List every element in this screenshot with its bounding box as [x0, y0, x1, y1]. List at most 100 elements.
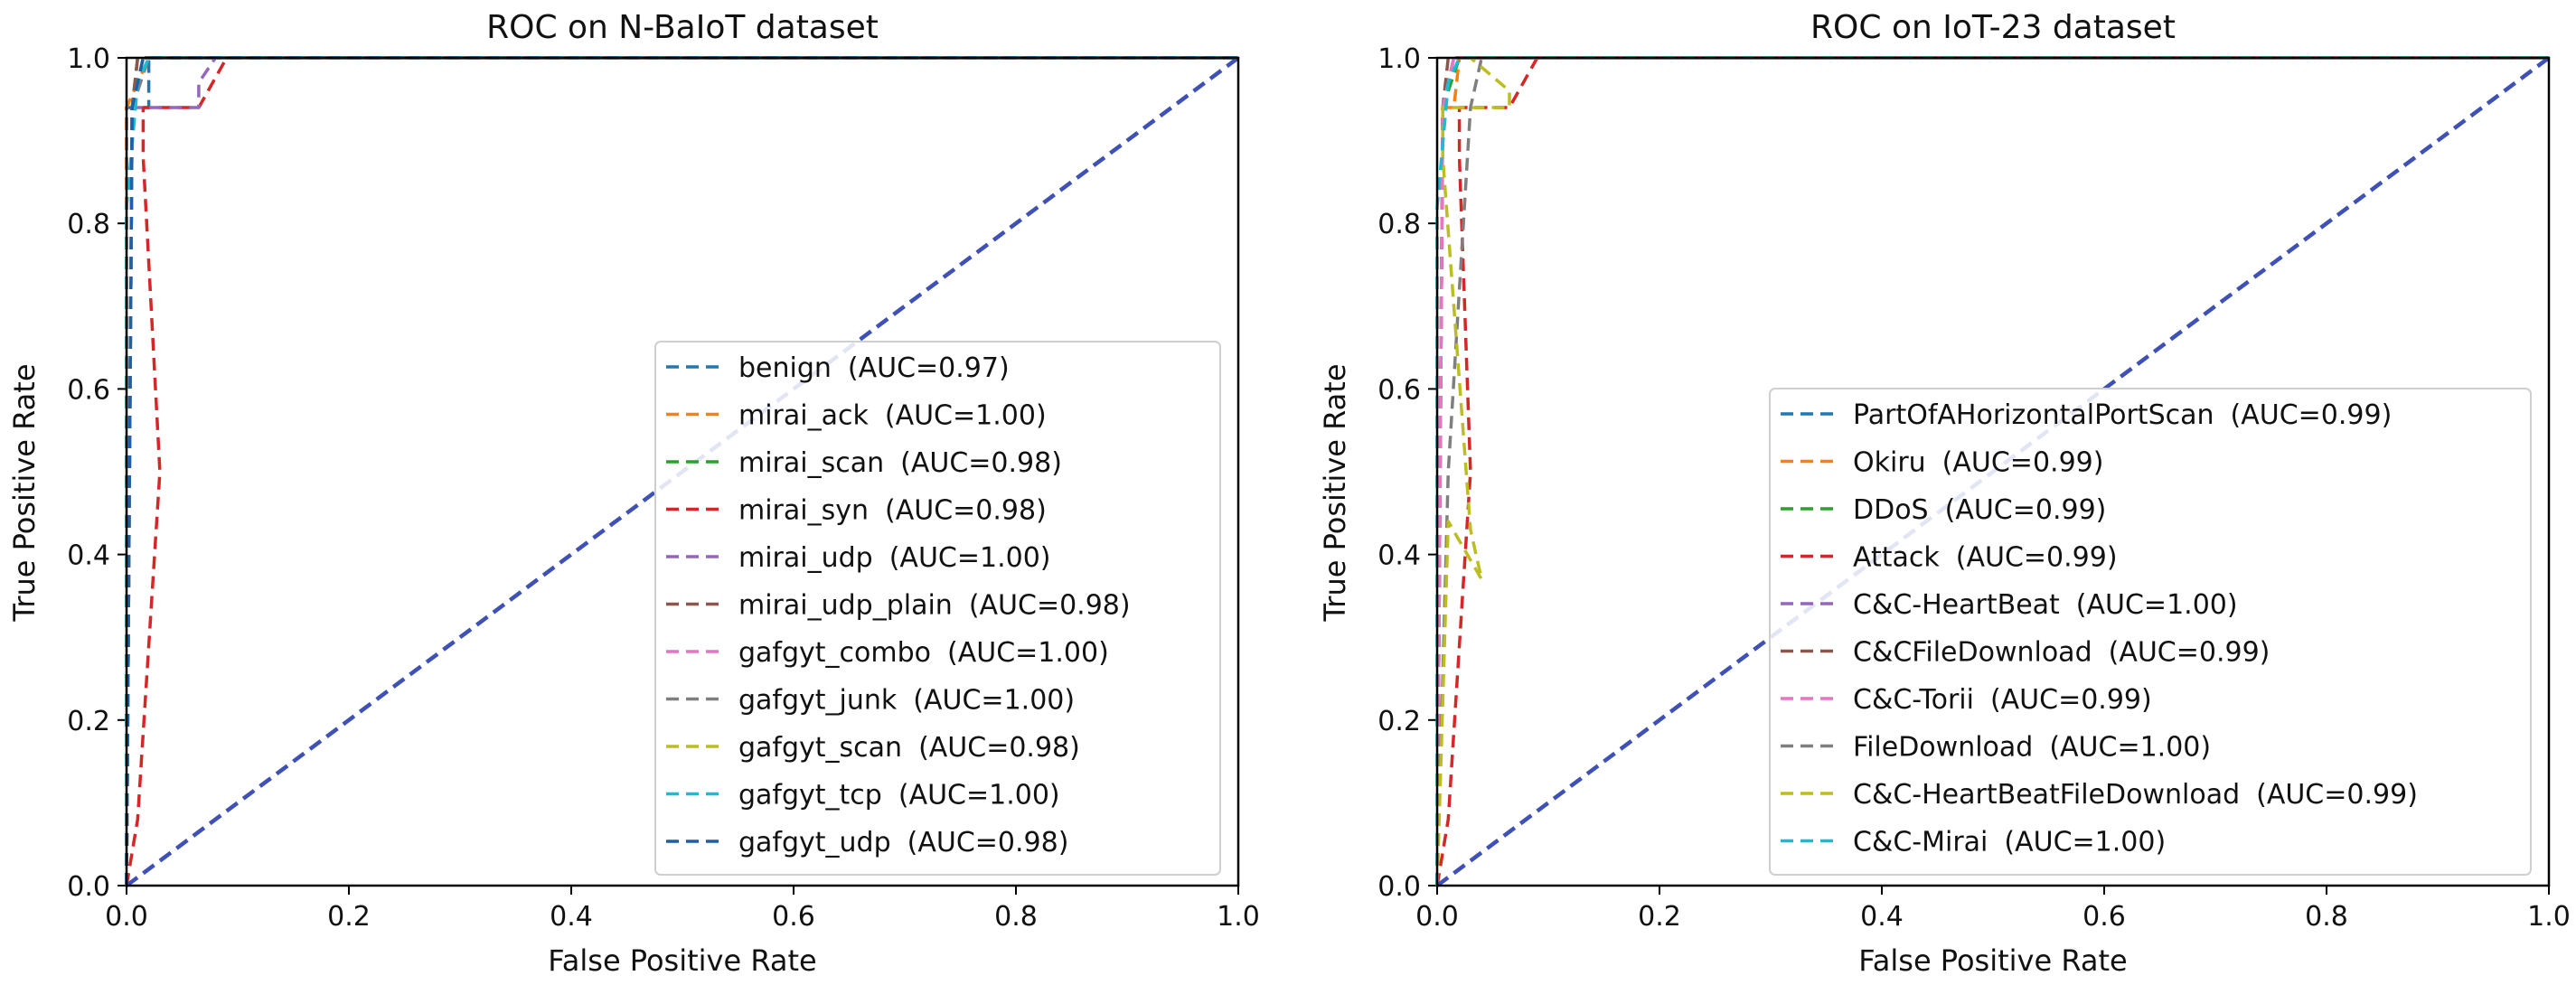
legend-series-name: C&CFileDownload — [1853, 637, 2092, 669]
x-tick-label: 0.6 — [2082, 901, 2126, 933]
x-tick-label: 0.8 — [994, 901, 1038, 933]
roc-curve-attack — [1435, 56, 2549, 886]
legend-series-name: gafgyt_junk — [738, 685, 898, 717]
legend-auc: (AUC=1.00) — [2004, 827, 2166, 858]
legend-auc: (AUC=0.99) — [1990, 684, 2152, 716]
y-tick-label: 0.8 — [1377, 209, 1421, 240]
legend-auc: (AUC=0.97) — [848, 352, 1010, 384]
legend-entries: benign (AUC=0.97)mirai_ack (AUC=1.00)mirai… — [666, 352, 1131, 858]
legend: PartOfAHorizontalPortScan (AUC=0.99) Okiru… — [1769, 388, 2532, 876]
x-tick-label: 0.6 — [772, 901, 815, 933]
legend-series-name: benign — [738, 352, 832, 384]
x-tick-label: 0.4 — [1860, 901, 1904, 933]
legend-label: C&CFileDownload (AUC=0.99) — [1853, 637, 2270, 669]
plot-frame — [1435, 56, 2551, 887]
plot-frame — [125, 56, 1240, 887]
legend-label: C&C-Mirai (AUC=1.00) — [1853, 827, 2166, 858]
legend-label: gafgyt_udp (AUC=0.98) — [738, 827, 1068, 858]
legend-series-name: C&C-HeartBeat — [1853, 589, 2060, 621]
y-tick-label: 1.0 — [67, 43, 110, 75]
legend-series-name: mirai_udp_plain — [738, 590, 953, 622]
roc-chart-iot-23: ROC on IoT-23 dataset False Positive Rat… — [1318, 9, 2571, 978]
ticks: 0.0 0.2 0.4 0.6 0.8 1.0 0.0 0.2 0.4 0.6 0.8 1.0 — [67, 43, 1260, 933]
legend-auc: (AUC=0.98) — [918, 732, 1080, 764]
legend-series-name: FileDownload — [1853, 732, 2033, 764]
legend-auc: (AUC=0.98) — [885, 495, 1047, 527]
legend-series-name: C&C-Mirai — [1853, 827, 1988, 858]
chart-title: ROC on N-BaIoT dataset — [486, 9, 879, 46]
legend-series-name: Okiru — [1853, 447, 1926, 479]
legend-label: PartOfAHorizontalPortScan (AUC=0.99) — [1853, 399, 2392, 431]
y-tick-label: 0.8 — [67, 209, 110, 240]
y-tick-label: 0.2 — [1377, 706, 1421, 737]
legend-auc: (AUC=0.98) — [969, 590, 1131, 622]
legend-entries: PartOfAHorizontalPortScan (AUC=0.99) Okiru… — [1781, 399, 2418, 858]
roc-curve-c-c-heartbeatfiledownload — [1435, 56, 2549, 886]
legend-label: Attack (AUC=0.99) — [1853, 542, 2118, 574]
legend-auc: (AUC=0.98) — [900, 447, 1062, 479]
legend-label: benign (AUC=0.97) — [738, 352, 1010, 384]
y-tick-label: 0.6 — [1377, 374, 1421, 406]
y-axis-label: True Positive Rate — [7, 363, 42, 622]
x-tick-label: 0.0 — [105, 901, 148, 933]
x-tick-label: 0.4 — [550, 901, 593, 933]
legend-auc: (AUC=0.98) — [907, 827, 1069, 858]
x-tick-label: 0.2 — [1638, 901, 1681, 933]
legend-auc: (AUC=1.00) — [947, 637, 1109, 669]
y-tick-label: 0.4 — [67, 540, 110, 572]
y-axis-label: True Positive Rate — [1318, 363, 1352, 622]
legend-series-name: mirai_syn — [738, 495, 869, 527]
legend-auc: (AUC=1.00) — [898, 780, 1060, 811]
legend-label: C&C-Torii (AUC=0.99) — [1853, 684, 2152, 716]
x-axis-label: False Positive Rate — [548, 943, 816, 978]
legend-auc: (AUC=0.99) — [1956, 542, 2118, 574]
roc-chart-n-baiot: ROC on N-BaIoT dataset False Positive Ra… — [7, 9, 1260, 978]
legend-label: gafgyt_junk (AUC=1.00) — [738, 685, 1075, 717]
legend-auc: (AUC=0.99) — [1942, 447, 2104, 479]
legend-label: mirai_udp (AUC=1.00) — [738, 542, 1051, 574]
legend-label: mirai_scan (AUC=0.98) — [738, 447, 1062, 479]
legend-auc: (AUC=0.99) — [2231, 399, 2393, 431]
legend-label: C&C-HeartBeat (AUC=1.00) — [1853, 589, 2238, 621]
legend-label: gafgyt_tcp (AUC=1.00) — [738, 780, 1060, 811]
legend-series-name: mirai_udp — [738, 542, 873, 574]
y-tick-label: 0.0 — [67, 871, 110, 903]
y-tick-label: 0.6 — [67, 374, 110, 406]
legend-label: gafgyt_combo (AUC=1.00) — [738, 637, 1109, 669]
legend-label: mirai_ack (AUC=1.00) — [738, 400, 1047, 432]
legend-label: C&C-HeartBeatFileDownload (AUC=0.99) — [1853, 779, 2418, 811]
y-tick-label: 0.4 — [1377, 540, 1421, 572]
legend-label: DDoS (AUC=0.99) — [1853, 494, 2106, 526]
legend-auc: (AUC=1.00) — [889, 542, 1051, 574]
y-tick-label: 1.0 — [1377, 43, 1421, 75]
legend-series-name: gafgyt_udp — [738, 827, 891, 858]
y-tick-label: 0.2 — [67, 706, 110, 737]
legend: benign (AUC=0.97)mirai_ack (AUC=1.00)mirai… — [654, 341, 1221, 876]
x-tick-label: 0.0 — [1415, 901, 1459, 933]
roc-curve-mirai-syn — [125, 56, 1238, 886]
x-tick-label: 0.8 — [2305, 901, 2348, 933]
legend-series-name: gafgyt_tcp — [738, 780, 882, 811]
x-tick-label: 1.0 — [2527, 901, 2571, 933]
legend-series-name: gafgyt_combo — [738, 637, 931, 669]
legend-auc: (AUC=0.99) — [2109, 637, 2270, 669]
legend-series-name: C&C-Torii — [1853, 684, 1974, 716]
ticks: 0.0 0.2 0.4 0.6 0.8 1.0 0.0 0.2 0.4 0.6 0.8 1.0 — [1377, 43, 2571, 933]
legend-box — [1769, 388, 2532, 876]
x-axis-label: False Positive Rate — [1858, 943, 2127, 978]
legend-label: mirai_udp_plain (AUC=0.98) — [738, 590, 1131, 622]
legend-series-name: mirai_ack — [738, 400, 869, 432]
legend-auc: (AUC=1.00) — [2076, 589, 2238, 621]
legend-label: FileDownload (AUC=1.00) — [1853, 732, 2211, 764]
legend-label: mirai_syn (AUC=0.98) — [738, 495, 1047, 527]
legend-series-name: gafgyt_scan — [738, 732, 902, 764]
legend-auc: (AUC=0.99) — [2256, 779, 2418, 811]
legend-series-name: Attack — [1853, 542, 1940, 574]
legend-label: gafgyt_scan (AUC=0.98) — [738, 732, 1080, 764]
legend-auc: (AUC=1.00) — [913, 685, 1075, 717]
x-tick-label: 0.2 — [327, 901, 371, 933]
legend-box — [654, 341, 1221, 876]
chart-title: ROC on IoT-23 dataset — [1810, 9, 2176, 46]
legend-series-name: DDoS — [1853, 494, 1929, 526]
